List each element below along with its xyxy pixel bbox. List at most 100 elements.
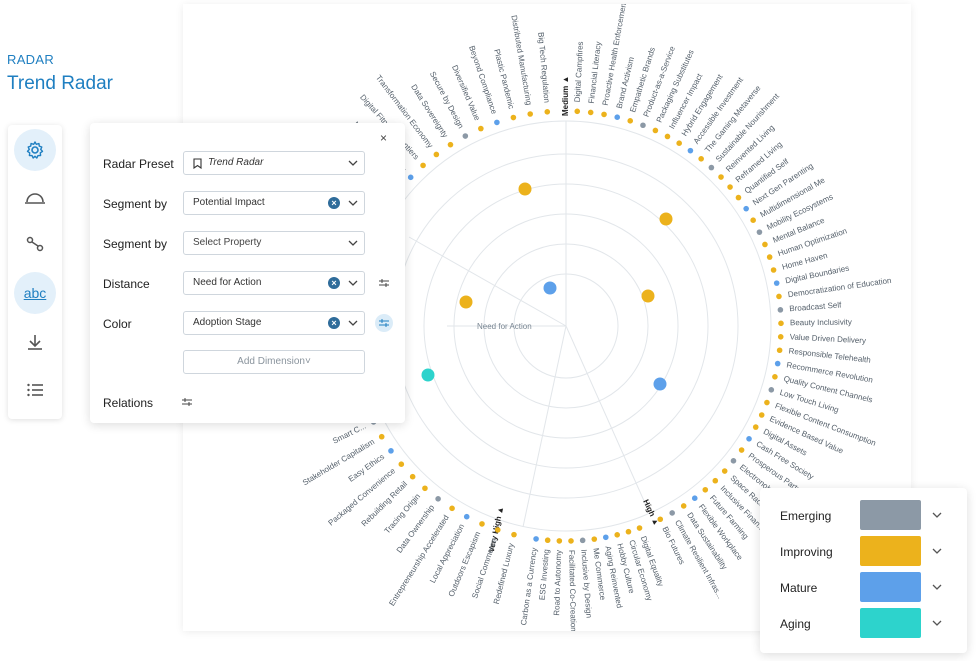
radar-preset-select[interactable]: Trend Radar [183,151,365,175]
trend-label[interactable]: Me Commerce [591,547,607,601]
trend-bubble[interactable] [659,212,673,226]
trend-bubble[interactable] [543,281,557,295]
text-style-button[interactable]: abc [14,272,56,314]
trend-dot[interactable] [527,111,534,117]
trend-dot[interactable] [768,386,775,393]
trend-dot[interactable] [533,536,539,542]
trend-dot[interactable] [746,435,752,442]
radar-shape-button[interactable] [14,177,56,219]
trend-dot[interactable] [764,399,770,406]
trend-dot[interactable] [587,109,594,116]
trend-dot[interactable] [422,485,428,492]
trend-dot[interactable] [449,505,455,512]
trend-dot[interactable] [479,521,485,527]
trend-dot[interactable] [544,537,551,544]
trend-dot[interactable] [777,307,784,313]
trend-dot[interactable] [698,156,704,162]
legend-swatch[interactable] [860,500,921,530]
trend-label[interactable]: Carbon as a Currency [519,547,539,626]
trend-label[interactable]: Financial Literacy [587,41,603,104]
trend-label[interactable]: Plastic Pandemic [492,48,516,110]
trend-dot[interactable] [510,114,517,121]
trend-dot[interactable] [420,162,426,169]
legend-row-aging[interactable]: Aging [780,608,960,640]
trend-label[interactable]: Inclusive by Design [579,549,593,618]
trend-label[interactable]: Digital Campfires [573,41,585,102]
trend-dot[interactable] [777,334,784,340]
trend-dot[interactable] [708,164,715,171]
trend-dot[interactable] [388,448,394,454]
trend-dot[interactable] [657,516,664,523]
trend-dot[interactable] [774,360,781,367]
relations-button[interactable] [14,223,56,265]
trend-dot[interactable] [718,174,724,180]
clear-icon[interactable]: × [328,277,340,289]
trend-dot[interactable] [652,127,659,134]
color-select[interactable]: Adoption Stage × [183,311,365,335]
trend-dot[interactable] [627,118,634,124]
trend-bubble[interactable] [459,295,473,309]
trend-dot[interactable] [601,111,607,118]
trend-dot[interactable] [730,458,737,464]
trend-label[interactable]: Distributed Manufacturing [509,14,533,105]
trend-dot[interactable] [727,184,733,190]
trend-dot[interactable] [770,267,777,273]
trend-dot[interactable] [614,114,621,120]
distance-settings-button[interactable] [375,274,393,292]
trend-bubble[interactable] [641,289,655,303]
legend-row-improving[interactable]: Improving [780,536,960,568]
trend-dot[interactable] [680,503,687,509]
legend-row-mature[interactable]: Mature [780,572,960,604]
trend-dot[interactable] [702,486,709,493]
list-view-button[interactable] [14,369,56,411]
trend-dot[interactable] [409,473,416,480]
add-dimension-button[interactable]: Add Dimension˅ [183,350,365,374]
trend-dot[interactable] [614,532,621,538]
trend-dot[interactable] [776,293,782,300]
trend-dot[interactable] [735,194,742,201]
trend-bubble[interactable] [653,377,667,391]
trend-dot[interactable] [462,133,469,139]
trend-dot[interactable] [721,468,728,474]
trend-dot[interactable] [664,133,671,140]
legend-swatch[interactable] [860,572,921,602]
color-settings-button[interactable] [375,314,393,332]
trend-dot[interactable] [776,347,783,354]
trend-dot[interactable] [766,254,773,260]
settings-button[interactable] [14,129,56,171]
trend-dot[interactable] [494,527,501,533]
trend-dot[interactable] [738,447,745,453]
trend-label[interactable]: Facilitated Co-Creation [567,550,578,631]
trend-dot[interactable] [640,122,646,129]
close-icon[interactable]: × [379,131,387,145]
trend-dot[interactable] [712,477,719,484]
trend-label[interactable]: Beauty Inclusivity [790,318,852,328]
trend-dot[interactable] [447,141,454,148]
trend-dot[interactable] [636,525,643,531]
trend-dot[interactable] [773,280,780,286]
trend-dot[interactable] [433,151,440,158]
trend-dot[interactable] [478,125,484,132]
clear-icon[interactable]: × [328,317,340,329]
trend-dot[interactable] [556,538,563,544]
trend-dot[interactable] [676,140,682,146]
trend-dot[interactable] [398,461,405,467]
trend-dot[interactable] [407,174,414,181]
trend-dot[interactable] [591,536,598,542]
trend-label[interactable]: Big Tech Regulation [536,32,551,104]
trend-label[interactable]: Road to Autonomy [552,550,563,616]
trend-dot[interactable] [669,510,675,516]
trend-dot[interactable] [378,433,385,440]
trend-bubble[interactable] [421,368,435,382]
trend-dot[interactable] [762,241,768,248]
trend-label[interactable]: Value Driven Delivery [789,332,866,345]
legend-swatch[interactable] [860,608,921,638]
trend-dot[interactable] [756,229,763,235]
segment-by-select[interactable]: Potential Impact × [183,191,365,215]
trend-dot[interactable] [602,534,609,541]
relations-settings-button[interactable] [178,393,196,411]
trend-dot[interactable] [511,531,517,538]
trend-dot[interactable] [494,119,500,126]
trend-label[interactable]: ESG Investing [538,549,551,601]
clear-icon[interactable]: × [328,197,340,209]
